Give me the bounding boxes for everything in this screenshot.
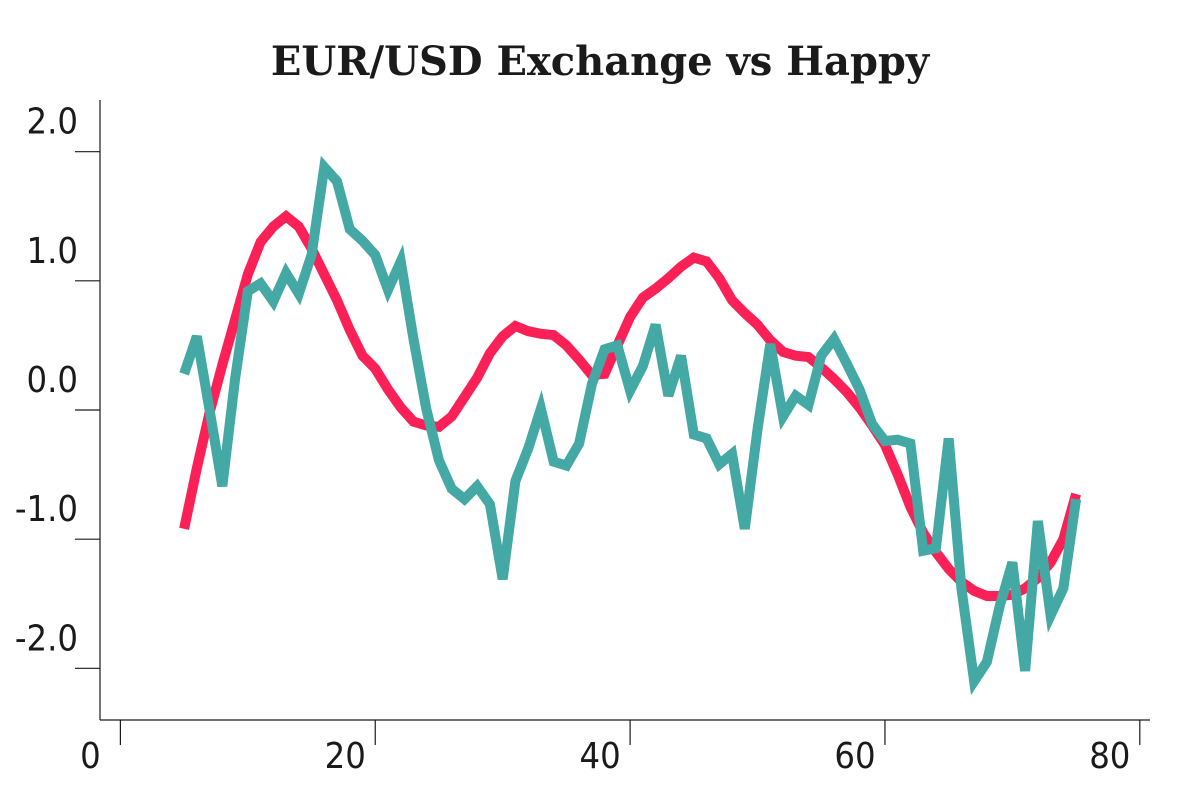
- x-tick-label: 0: [80, 736, 101, 777]
- chart-title: EUR/USD Exchange vs Happy: [271, 38, 931, 85]
- y-tick-label: 0.0: [27, 360, 79, 401]
- y-tick-label: 1.0: [27, 231, 79, 272]
- y-tick-label: -1.0: [15, 489, 78, 530]
- line-series: [179, 155, 1082, 696]
- line-series: [179, 209, 1081, 601]
- x-tick-label: 80: [1089, 736, 1130, 777]
- x-tick-label: 20: [325, 736, 366, 777]
- y-tick-label: -2.0: [15, 618, 78, 659]
- y-tick-label: 2.0: [27, 102, 79, 143]
- x-tick-label: 60: [834, 736, 875, 777]
- x-tick-label: 40: [579, 736, 620, 777]
